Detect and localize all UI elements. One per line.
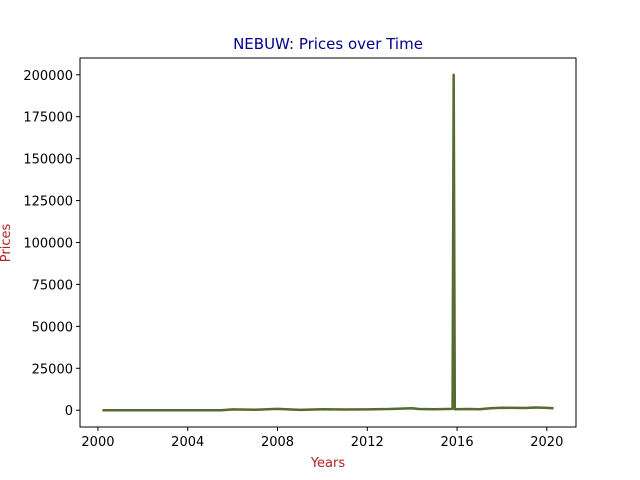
series-group <box>102 73 554 412</box>
x-tick-label: 2016 <box>441 435 474 450</box>
y-tick-label: 0 <box>65 404 73 419</box>
y-tick-label: 175000 <box>23 111 73 126</box>
y-tick-label: 125000 <box>23 195 73 210</box>
x-tick-label: 2012 <box>351 435 384 450</box>
y-tick-label: 50000 <box>32 320 73 335</box>
y-axis-label: Prices <box>0 224 14 263</box>
y-tick-label: 75000 <box>32 278 73 293</box>
x-tick-label: 2004 <box>171 435 204 450</box>
series-line <box>102 73 554 412</box>
x-tick-label: 2008 <box>261 435 294 450</box>
chart-title: NEBUW: Prices over Time <box>233 35 423 53</box>
y-tick-label: 200000 <box>23 69 73 84</box>
y-tick-label: 150000 <box>23 153 73 168</box>
x-axis-label: Years <box>310 456 346 471</box>
x-axis-ticks: 2000 2004 2008 2012 2016 2020 <box>81 427 563 450</box>
plot-frame <box>79 57 577 428</box>
plot-area <box>79 57 577 428</box>
x-tick-label: 2000 <box>81 435 114 450</box>
y-tick-label: 25000 <box>32 362 73 377</box>
x-tick-label: 2020 <box>530 435 563 450</box>
y-axis-ticks: 0 25000 50000 75000 100000 125000 150000 175000… <box>23 69 80 419</box>
y-tick-label: 100000 <box>23 237 73 252</box>
